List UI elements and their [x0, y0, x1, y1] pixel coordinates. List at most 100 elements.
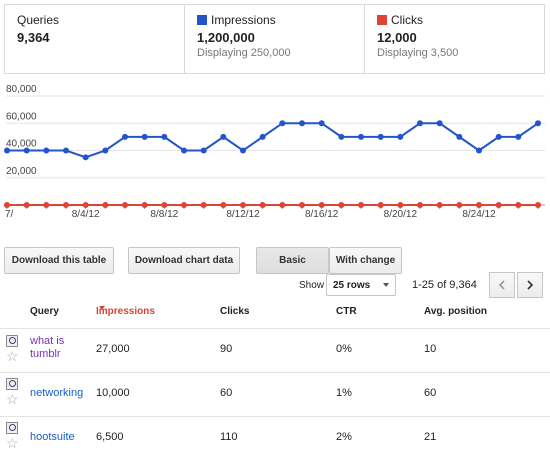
queries-summary: Queries 9,364	[5, 5, 185, 73]
data-point-clicks	[181, 202, 187, 208]
clicks-cell: 60	[220, 387, 233, 399]
data-point-impressions	[358, 133, 364, 140]
data-point-clicks	[102, 202, 109, 208]
data-point-impressions	[515, 133, 522, 140]
clicks-value: 12,000	[377, 30, 417, 45]
clicks-displaying: Displaying 3,500	[377, 47, 459, 59]
dropdown-arrow-icon	[383, 283, 389, 287]
data-point-clicks	[397, 202, 404, 208]
clicks-label: Clicks	[391, 13, 423, 27]
data-point-impressions	[535, 120, 541, 127]
basic-view-button[interactable]: Basic	[256, 247, 329, 274]
y-tick-label: 40,000	[6, 139, 37, 150]
pagination-range: 1-25 of 9,364	[412, 279, 477, 291]
data-point-impressions	[220, 133, 227, 140]
data-point-clicks	[436, 202, 443, 208]
data-point-clicks	[377, 202, 384, 208]
header-clicks[interactable]: Clicks	[220, 306, 250, 317]
data-point-impressions	[141, 133, 148, 140]
magnify-icon[interactable]	[6, 335, 18, 347]
magnify-icon[interactable]	[6, 422, 18, 434]
data-point-clicks	[535, 202, 541, 208]
data-point-clicks	[23, 202, 30, 208]
sort-arrow-icon	[99, 306, 105, 310]
star-icon[interactable]: ☆	[6, 391, 19, 407]
rows-per-page-select[interactable]: 25 rows	[326, 274, 396, 296]
line-chart: 80,000 60,000 40,000 20,000 7/8/4/12 8/8/12 8/…	[0, 80, 550, 220]
impressions-label: Impressions	[211, 13, 276, 27]
x-tick-label: 7/	[5, 209, 14, 220]
rows-per-page-value: 25 rows	[333, 280, 371, 291]
data-point-clicks	[4, 202, 10, 208]
data-point-impressions	[240, 147, 246, 154]
x-tick-label: 8/12/12	[226, 209, 260, 220]
data-point-impressions	[102, 147, 109, 154]
chart-svg: 80,000 60,000 40,000 20,000 7/8/4/12 8/8/12 8/…	[4, 84, 545, 220]
x-tick-label: 8/8/12	[150, 209, 178, 220]
star-icon[interactable]: ☆	[6, 348, 19, 364]
download-chart-data-button[interactable]: Download chart data	[128, 247, 240, 274]
x-tick-label: 8/4/12	[72, 209, 100, 220]
previous-page-button[interactable]	[489, 272, 515, 298]
table-row: ☆ hootsuite 6,500 110 2% 21	[0, 416, 550, 460]
star-icon[interactable]: ☆	[6, 435, 19, 451]
data-point-impressions	[417, 120, 423, 127]
data-point-impressions	[181, 147, 187, 154]
clicks-cell: 90	[220, 343, 233, 355]
data-point-clicks	[318, 202, 325, 208]
data-point-impressions	[377, 133, 384, 140]
data-point-impressions	[122, 133, 128, 140]
chevron-right-icon	[527, 280, 534, 290]
data-point-clicks	[240, 202, 246, 208]
avg-position-cell: 21	[424, 431, 437, 443]
data-point-clicks	[63, 202, 69, 208]
data-point-clicks	[515, 202, 522, 208]
y-tick-label: 80,000	[6, 84, 37, 95]
data-point-clicks	[82, 202, 89, 208]
query-link[interactable]: what is tumblr	[30, 335, 65, 360]
clicks-cell: 110	[220, 431, 238, 443]
header-ctr[interactable]: CTR	[336, 306, 357, 317]
queries-label: Queries	[17, 13, 60, 27]
download-table-button[interactable]: Download this table	[4, 247, 114, 274]
data-point-impressions	[161, 133, 168, 140]
x-tick-label: 8/24/12	[462, 209, 496, 220]
series-line-impressions	[7, 122, 539, 159]
data-point-impressions	[338, 133, 345, 140]
pager-bar: Show 25 rows 1-25 of 9,364	[0, 272, 550, 298]
y-tick-label: 20,000	[6, 166, 37, 177]
query-link[interactable]: networking	[30, 387, 84, 399]
data-point-clicks	[122, 202, 128, 208]
x-tick-label: 8/16/12	[305, 209, 339, 220]
data-point-clicks	[200, 202, 207, 208]
next-page-button[interactable]	[517, 272, 543, 298]
impressions-value: 1,200,000	[197, 30, 255, 45]
impressions-cell: 6,500	[96, 431, 124, 443]
magnify-icon[interactable]	[6, 378, 18, 390]
data-point-clicks	[161, 202, 168, 208]
with-change-view-button[interactable]: With change	[329, 247, 402, 274]
data-point-impressions	[476, 147, 482, 154]
impressions-displaying: Displaying 250,000	[197, 47, 291, 59]
data-point-impressions	[4, 147, 10, 154]
clicks-summary[interactable]: Clicks 12,000 Displaying 3,500	[365, 5, 544, 73]
data-point-impressions	[43, 147, 50, 154]
ctr-cell: 1%	[336, 387, 352, 399]
header-query[interactable]: Query	[30, 306, 59, 317]
header-avg-position[interactable]: Avg. position	[424, 306, 487, 317]
data-point-impressions	[299, 120, 305, 127]
y-tick-label: 60,000	[6, 111, 37, 122]
query-link[interactable]: hootsuite	[30, 431, 75, 443]
data-point-impressions	[259, 133, 266, 140]
data-point-impressions	[279, 120, 286, 127]
data-point-clicks	[220, 202, 227, 208]
data-point-impressions	[63, 147, 69, 154]
data-point-impressions	[82, 154, 89, 161]
data-point-clicks	[358, 202, 364, 208]
data-point-impressions	[23, 147, 30, 154]
impressions-cell: 10,000	[96, 387, 130, 399]
table-row: ☆ networking 10,000 60 1% 60	[0, 372, 550, 416]
data-point-clicks	[338, 202, 345, 208]
impressions-summary[interactable]: Impressions 1,200,000 Displaying 250,000	[185, 5, 365, 73]
data-point-impressions	[200, 147, 207, 154]
